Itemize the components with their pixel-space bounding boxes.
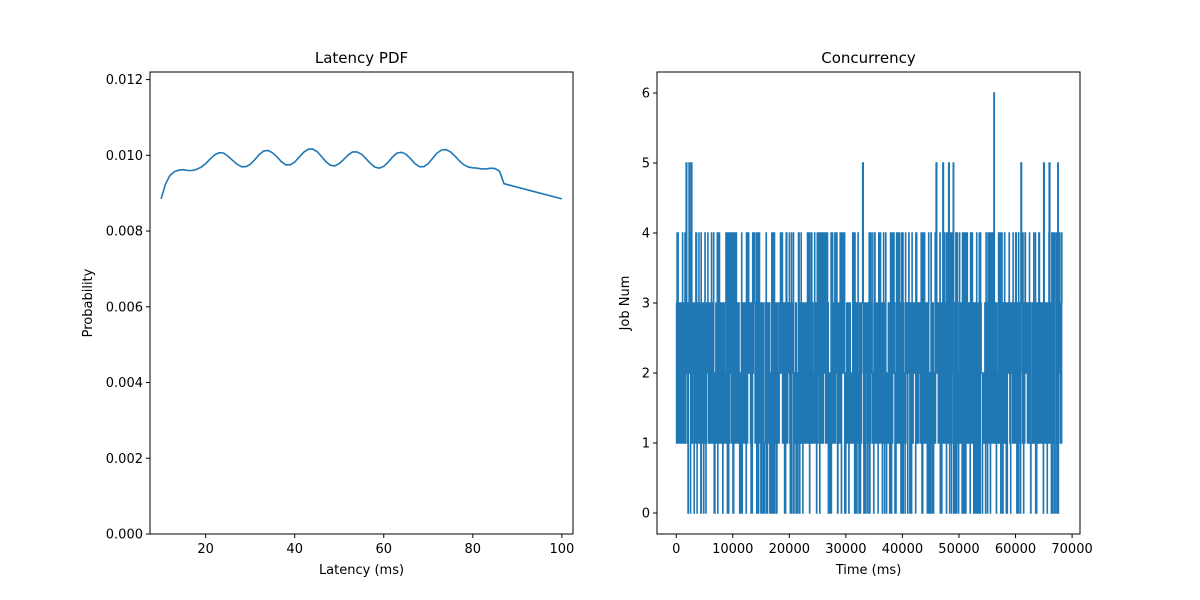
concurrency-x-tick-label: 60000: [995, 542, 1036, 557]
latency-pdf-chart: Latency PDF 20 40 60 80 100 0.0000.0020.0040…: [81, 49, 574, 578]
concurrency-x-ticks: 0 10000 20000 30000 40000 50000 60000 70000: [672, 534, 1093, 557]
concurrency-y-tick-label: 5: [642, 157, 650, 172]
concurrency-chart: Concurrency 0 10000 20000 30000 40000 50000 60…: [618, 49, 1093, 578]
concurrency-y-tick-label: 6: [642, 87, 650, 102]
concurrency-x-tick-label: 20000: [769, 542, 810, 557]
concurrency-axes-frame: [656, 71, 1081, 535]
latency-pdf-x-tick-label: 80: [465, 542, 482, 557]
latency-pdf-x-tick-label: 40: [286, 542, 303, 557]
concurrency-x-tick-label: 0: [672, 542, 680, 557]
concurrency-plot-area: [675, 92, 1063, 514]
latency-pdf-y-tick-label: 0.002: [106, 452, 143, 467]
concurrency-x-tick-label: 40000: [882, 542, 923, 557]
latency-pdf-y-tick-label: 0.008: [106, 225, 143, 240]
latency-pdf-y-tick-label: 0.004: [106, 376, 143, 391]
latency-pdf-y-tick-label: 0.012: [106, 73, 143, 88]
latency-pdf-plot-area: [160, 148, 563, 200]
latency-pdf-y-tick-label: 0.010: [106, 149, 143, 164]
latency-pdf-axes-frame: [149, 71, 574, 535]
concurrency-y-tick-label: 3: [642, 297, 650, 312]
concurrency-x-tick-label: 30000: [825, 542, 866, 557]
concurrency-y-tick-label: 4: [642, 227, 650, 242]
latency-pdf-y-label: Probability: [81, 268, 96, 337]
concurrency-y-tick-label: 1: [642, 437, 650, 452]
latency-pdf-y-ticks: 0.000 0.002 0.004 0.006 0.008 0.010 0.012: [106, 73, 150, 543]
concurrency-title: Concurrency: [821, 49, 916, 67]
latency-pdf-x-tick-label: 60: [375, 542, 392, 557]
latency-pdf-y-tick-label: 0.006: [106, 300, 143, 315]
concurrency-x-tick-label: 10000: [712, 542, 753, 557]
latency-pdf-x-label: Latency (ms): [319, 563, 404, 578]
latency-pdf-x-tick-label: 20: [197, 542, 214, 557]
concurrency-y-label: Job Num: [618, 276, 633, 332]
concurrency-x-tick-label: 50000: [938, 542, 979, 557]
latency-pdf-x-ticks: 20 40 60 80 100: [197, 534, 574, 557]
concurrency-line: [675, 92, 1063, 514]
latency-pdf-line: [160, 148, 563, 200]
concurrency-y-ticks: 0 1 2 3 4 5 6: [642, 87, 657, 522]
concurrency-y-tick-label: 2: [642, 367, 650, 382]
concurrency-x-tick-label: 70000: [1051, 542, 1092, 557]
concurrency-x-label: Time (ms): [835, 563, 902, 578]
latency-pdf-title: Latency PDF: [315, 49, 408, 67]
latency-pdf-y-tick-label: 0.000: [106, 528, 143, 543]
concurrency-y-tick-label: 0: [642, 507, 650, 522]
latency-pdf-x-tick-label: 100: [549, 542, 574, 557]
